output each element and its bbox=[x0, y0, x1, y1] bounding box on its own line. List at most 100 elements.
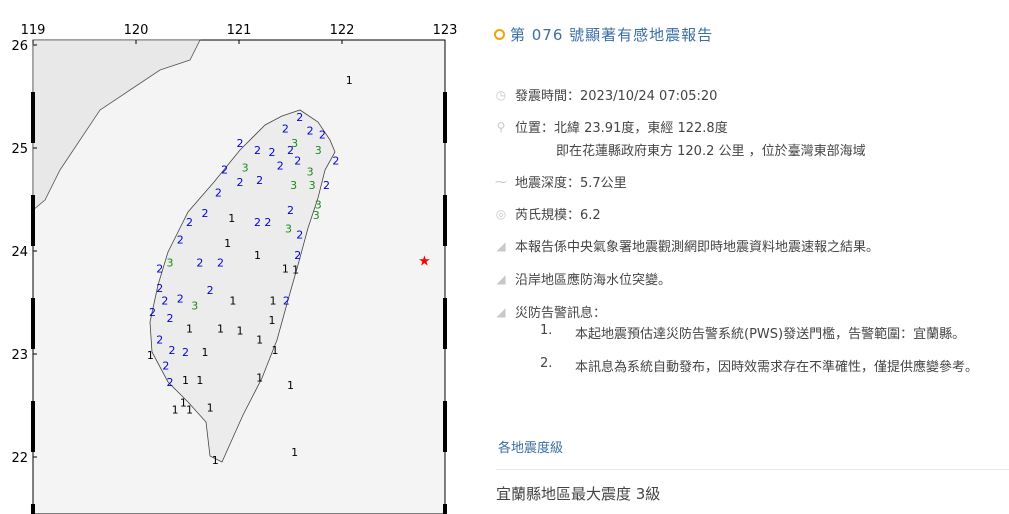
radar-icon: ◎ bbox=[495, 206, 507, 221]
station-intensity: 2 bbox=[182, 346, 189, 359]
taiwan-island bbox=[149, 109, 336, 463]
station-intensity: 1 bbox=[186, 404, 193, 417]
station-intensity: 1 bbox=[346, 74, 353, 87]
seismograph-icon: ⁓ bbox=[495, 174, 507, 189]
station-intensity: 2 bbox=[149, 306, 156, 319]
note-text: 本報告係中央氣象署地震觀測網即時地震資料地震速報之結果。 bbox=[515, 240, 880, 255]
report-title-text: 第 076 號顯著有感地震報告 bbox=[510, 26, 714, 44]
station-intensity: 1 bbox=[172, 404, 179, 417]
lon-tick-label: 120 bbox=[124, 23, 149, 38]
station-intensity: 1 bbox=[291, 446, 298, 459]
station-intensity: 1 bbox=[207, 402, 214, 415]
lon-tick-label: 123 bbox=[433, 23, 458, 38]
lat-tick-label: 22 bbox=[11, 451, 28, 466]
note-row: ◢ 本報告係中央氣象署地震觀測網即時地震資料地震速報之結果。 bbox=[494, 236, 880, 256]
alert-number: 1. bbox=[540, 323, 553, 338]
station-intensity: 2 bbox=[217, 256, 224, 269]
lat-tick-label: 24 bbox=[11, 245, 28, 260]
intensity-levels-link[interactable]: 各地震度級 bbox=[498, 441, 564, 456]
clock-icon: ◷ bbox=[495, 87, 507, 102]
station-intensity: 2 bbox=[161, 294, 168, 307]
station-intensity: 1 bbox=[254, 249, 261, 262]
station-intensity: 1 bbox=[256, 372, 263, 385]
station-intensity: 2 bbox=[287, 144, 294, 157]
station-intensity: 1 bbox=[256, 334, 263, 347]
station-intensity: 2 bbox=[277, 160, 284, 173]
station-intensity: 1 bbox=[272, 344, 279, 357]
station-intensity: 2 bbox=[186, 216, 193, 229]
frame-segment bbox=[443, 195, 447, 246]
station-intensity: 3 bbox=[242, 162, 249, 175]
station-intensity: 1 bbox=[224, 237, 231, 250]
time-row: ◷ 發震時間：2023/10/24 07:05:20 bbox=[494, 85, 718, 105]
alert-item: 2. 本訊息為系統自動發布，因時效需求存在不準確性，僅提供應變參考。 bbox=[540, 356, 978, 375]
station-intensity: 2 bbox=[282, 122, 289, 135]
report-title: 第 076 號顯著有感地震報告 bbox=[494, 24, 713, 45]
station-intensity: 2 bbox=[323, 179, 330, 192]
frame-segment bbox=[443, 298, 447, 349]
note-text: 災防告警訊息： bbox=[515, 306, 607, 321]
magnitude-row: ◎ 芮氏規模：6.2 bbox=[494, 204, 601, 224]
frame-segment bbox=[443, 401, 447, 452]
station-intensity: 2 bbox=[221, 164, 228, 177]
station-intensity: 2 bbox=[296, 111, 303, 124]
station-intensity: 1 bbox=[202, 346, 209, 359]
alert-text: 本起地震預估達災防告警系統(PWS)發送門檻，告警範圍：宜蘭縣。 bbox=[575, 327, 966, 342]
frame-segment bbox=[31, 195, 35, 246]
station-intensity: 3 bbox=[191, 300, 198, 313]
station-intensity: 1 bbox=[196, 374, 203, 387]
station-intensity: 2 bbox=[156, 282, 163, 295]
station-intensity: 2 bbox=[202, 207, 209, 220]
location-row: ⚲ 位置：北緯 23.91度，東經 122.8度 bbox=[494, 117, 728, 137]
station-intensity: 1 bbox=[229, 294, 236, 307]
depth-text: 地震深度：5.7公里 bbox=[515, 176, 627, 191]
station-intensity: 1 bbox=[212, 454, 219, 467]
station-intensity: 1 bbox=[292, 264, 299, 277]
station-intensity: 1 bbox=[228, 212, 235, 225]
circle-bullet-icon bbox=[494, 29, 505, 40]
station-intensity: 1 bbox=[182, 374, 189, 387]
station-intensity: 2 bbox=[156, 263, 163, 276]
station-intensity: 1 bbox=[217, 322, 224, 335]
station-intensity: 2 bbox=[196, 256, 203, 269]
china-coast bbox=[32, 39, 201, 211]
lon-tick-label: 119 bbox=[21, 23, 46, 38]
station-intensity: 2 bbox=[264, 216, 271, 229]
station-intensity: 2 bbox=[177, 234, 184, 247]
station-intensity: 1 bbox=[268, 314, 275, 327]
station-intensity: 3 bbox=[309, 179, 316, 192]
station-intensity: 2 bbox=[162, 359, 169, 372]
lat-tick-label: 25 bbox=[11, 142, 28, 157]
station-intensity: 2 bbox=[319, 129, 326, 142]
megaphone-icon: ◢ bbox=[496, 271, 506, 286]
alert-text: 本訊息為系統自動發布，因時效需求存在不準確性，僅提供應變參考。 bbox=[575, 360, 979, 375]
station-intensity: 1 bbox=[186, 322, 193, 335]
note-row: ◢ 災防告警訊息： bbox=[494, 302, 607, 322]
frame-segment bbox=[31, 298, 35, 349]
frame-segment bbox=[31, 401, 35, 452]
time-text: 發震時間：2023/10/24 07:05:20 bbox=[515, 89, 718, 104]
epicenter-star-icon: ★ bbox=[418, 253, 431, 269]
location-detail: 即在花蓮縣政府東方 120.2 公里 ，位於臺灣東部海域 bbox=[556, 144, 866, 159]
station-intensity: 2 bbox=[237, 176, 244, 189]
station-intensity: 2 bbox=[156, 334, 163, 347]
station-intensity: 2 bbox=[254, 144, 261, 157]
station-intensity: 2 bbox=[237, 137, 244, 150]
station-intensity: 2 bbox=[307, 124, 314, 137]
station-intensity: 2 bbox=[215, 186, 222, 199]
map-pin-icon: ⚲ bbox=[496, 119, 506, 134]
station-intensity: 1 bbox=[269, 294, 276, 307]
station-intensity: 2 bbox=[294, 154, 301, 167]
lon-tick-label: 121 bbox=[227, 23, 252, 38]
station-intensity: 3 bbox=[307, 166, 314, 179]
station-intensity: 2 bbox=[332, 154, 339, 167]
frame-segment bbox=[31, 504, 35, 514]
station-intensity: 2 bbox=[294, 249, 301, 262]
station-intensity: 2 bbox=[296, 229, 303, 242]
lat-tick-label: 23 bbox=[11, 348, 28, 363]
note-row: ◢ 沿岸地區應防海水位突變。 bbox=[494, 269, 671, 289]
lat-tick-label: 26 bbox=[11, 39, 28, 54]
max-intensity-heading: 宜蘭縣地區最大震度 3級 bbox=[496, 485, 661, 503]
station-intensity: 2 bbox=[166, 312, 173, 325]
